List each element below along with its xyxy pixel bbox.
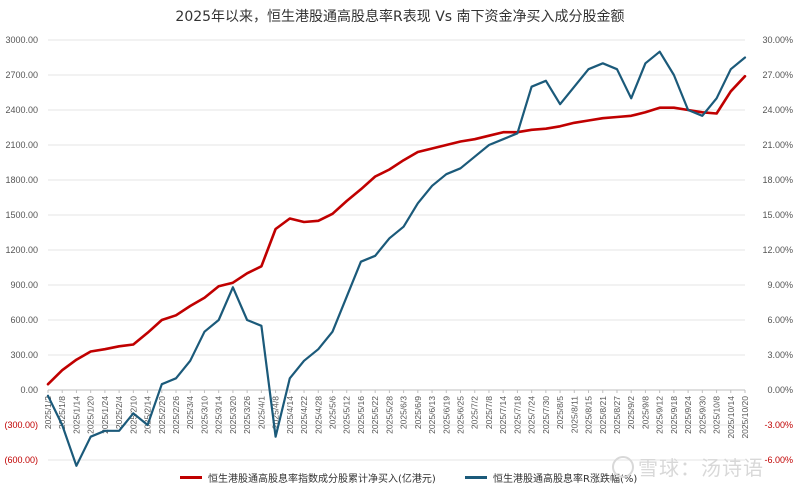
x-tick-label: 2025/9/30 [697,396,707,434]
x-tick-label: 2025/6/13 [427,396,437,434]
y-left-tick-label: (600.00) [4,455,38,465]
y-right-tick-label: 6.00% [767,315,793,325]
x-tick-label: 2025/9/12 [655,396,665,434]
x-tick-label: 2025/4/22 [299,396,309,434]
x-tick-label: 2025/5/12 [342,396,352,434]
y-right-tick-label: 21.00% [762,140,793,150]
x-tick-label: 2025/9/18 [669,396,679,434]
watermark: 雪球：汤诗语 [612,452,764,481]
x-tick-label: 2025/6/25 [456,396,466,434]
x-tick-label: 2025/1/24 [100,396,110,434]
x-tick-label: 2025/3/14 [214,396,224,434]
x-tick-label: 2025/5/28 [384,396,394,434]
x-tick-label: 2025/5/6 [327,396,337,429]
watermark-text: 雪球：汤诗语 [638,456,764,480]
y-left-tick-label: 2400.00 [5,105,38,115]
x-tick-label: 2025/3/26 [242,396,252,434]
x-tick-label: 2025/8/11 [569,396,579,433]
x-tick-label: 2025/2/14 [143,396,153,434]
x-tick-label: 2025/8/15 [584,396,594,434]
y-left-tick-label: 3000.00 [5,35,38,45]
series-line-index-return [46,50,747,467]
x-tick-label: 2025/1/20 [86,396,96,434]
x-tick-label: 2025/8/27 [612,396,622,434]
x-tick-label: 2025/2/26 [171,396,181,434]
x-tick-label: 2025/4/28 [313,396,323,434]
y-right-tick-label: -3.00% [764,420,793,430]
legend-swatch-index-return [465,476,487,479]
x-tick-label: 2025/6/3 [399,396,409,429]
series-line-net-buy [46,74,747,386]
x-tick-label: 2025/9/2 [626,396,636,429]
legend-label-index-return: 恒生港股通高股息率R涨跌幅(%) [493,474,638,485]
legend-item-index-return: 恒生港股通高股息率R涨跌幅(%) [465,470,637,485]
x-tick-label: 2025/8/21 [598,396,608,434]
y-right-tick-label: -6.00% [764,455,793,465]
y-right-tick-label: 27.00% [762,70,793,80]
x-tick-label: 2025/1/14 [71,396,81,434]
x-tick-label: 2025/3/10 [199,396,209,434]
x-tick-label: 2025/3/20 [228,396,238,434]
xueqiu-logo-icon [612,456,634,478]
legend-swatch-net-buy [180,476,202,479]
x-tick-label: 2025/10/20 [740,396,750,439]
y-left-tick-label: (300.00) [4,420,38,430]
x-tick-label: 2025/7/24 [527,396,537,434]
legend-item-net-buy: 恒生港股通高股息率指数成分股累计净买入(亿港元) [180,470,436,485]
x-tick-label: 2025/10/8 [712,396,722,434]
x-tick-label: 2025/6/19 [441,396,451,434]
y-left-tick-label: 0.00 [20,385,38,395]
y-left-tick-label: 1800.00 [5,175,38,185]
y-right-tick-label: 15.00% [762,210,793,220]
y-left-tick-label: 1200.00 [5,245,38,255]
x-tick-label: 2025/7/18 [512,396,522,434]
legend-label-net-buy: 恒生港股通高股息率指数成分股累计净买入(亿港元) [208,474,436,485]
y-right-tick-label: 12.00% [762,245,793,255]
y-right-tick-label: 3.00% [767,350,793,360]
x-tick-label: 2025/7/14 [498,396,508,434]
x-tick-label: 2025/7/8 [484,396,494,429]
x-tick-label: 2025/9/24 [683,396,693,434]
y-left-tick-label: 1500.00 [5,210,38,220]
y-right-tick-label: 0.00% [767,385,793,395]
y-left-tick-label: 2700.00 [5,70,38,80]
x-tick-label: 2025/6/9 [413,396,423,429]
x-tick-label: 2025/3/4 [185,396,195,429]
y-right-tick-label: 18.00% [762,175,793,185]
x-tick-label: 2025/9/8 [640,396,650,429]
x-tick-label: 2025/4/14 [285,396,295,434]
x-tick-label: 2025/5/22 [370,396,380,434]
x-tick-label: 2025/7/30 [541,396,551,434]
x-tick-label: 2025/8/5 [555,396,565,429]
y-left-tick-label: 600.00 [10,315,38,325]
x-tick-label: 2025/1/8 [57,396,67,429]
x-tick-label: 2025/2/4 [114,396,124,429]
y-left-tick-label: 900.00 [10,280,38,290]
x-tick-label: 2025/2/20 [157,396,167,434]
y-left-tick-label: 300.00 [10,350,38,360]
x-tick-label: 2025/4/1 [256,396,266,429]
x-tick-label: 2025/1/2 [43,396,53,429]
y-right-tick-label: 30.00% [762,35,793,45]
x-tick-label: 2025/7/2 [470,396,480,429]
y-left-tick-label: 2100.00 [5,140,38,150]
y-right-tick-label: 9.00% [767,280,793,290]
x-tick-label: 2025/4/8 [271,396,281,429]
x-tick-label: 2025/10/14 [726,396,736,439]
chart-title: 2025年以来，恒生港股通高股息率R表现 Vs 南下资金净买入成分股金额 [175,9,625,25]
x-tick-label: 2025/5/16 [356,396,366,434]
y-right-tick-label: 24.00% [762,105,793,115]
